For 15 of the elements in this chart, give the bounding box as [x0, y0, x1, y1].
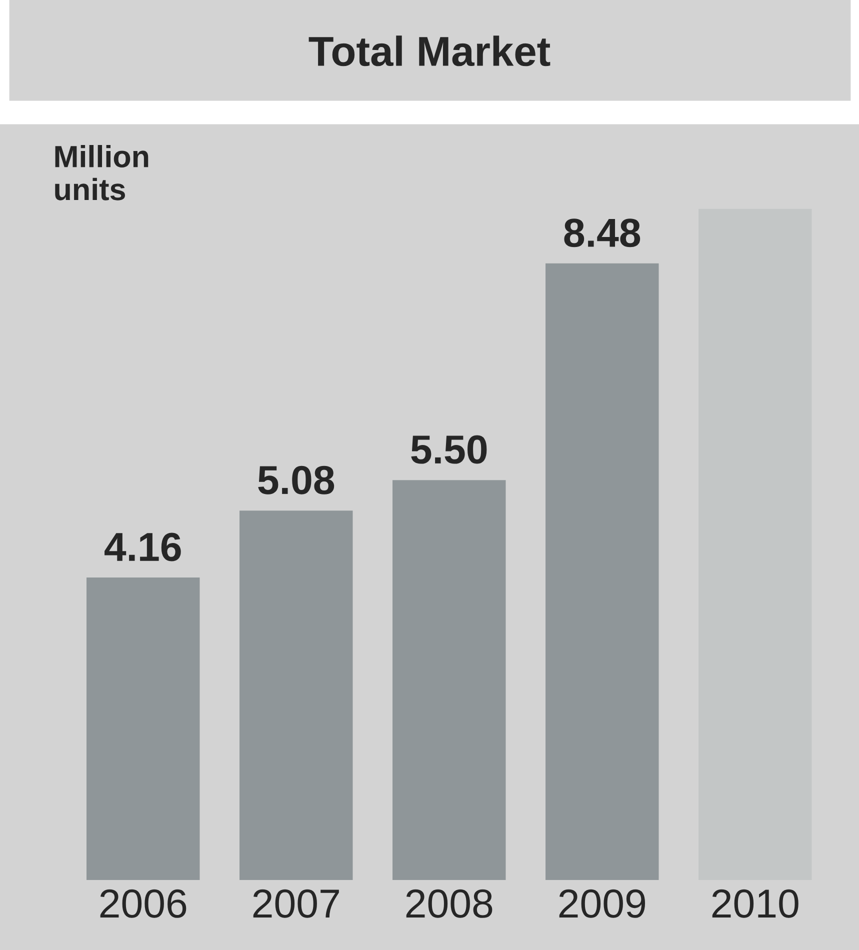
x-tick-label: 2010: [712, 889, 798, 918]
data-label: 4.16: [104, 532, 181, 562]
x-tick-label: 2009: [559, 889, 646, 918]
y-axis-title: Million units: [55, 145, 148, 200]
x-tick-label: 2008: [406, 889, 492, 918]
data-label: 5.08: [258, 466, 334, 494]
bar: [240, 510, 353, 880]
data-label: 5.50: [411, 435, 487, 464]
data-label: 8.48: [564, 218, 640, 248]
chart-title: Total Market: [308, 36, 550, 66]
x-tick-label: 2007: [253, 889, 339, 918]
x-tick-label: 2006: [100, 889, 186, 918]
bar: [546, 263, 659, 880]
bar: [86, 578, 200, 880]
bar: [392, 480, 506, 880]
